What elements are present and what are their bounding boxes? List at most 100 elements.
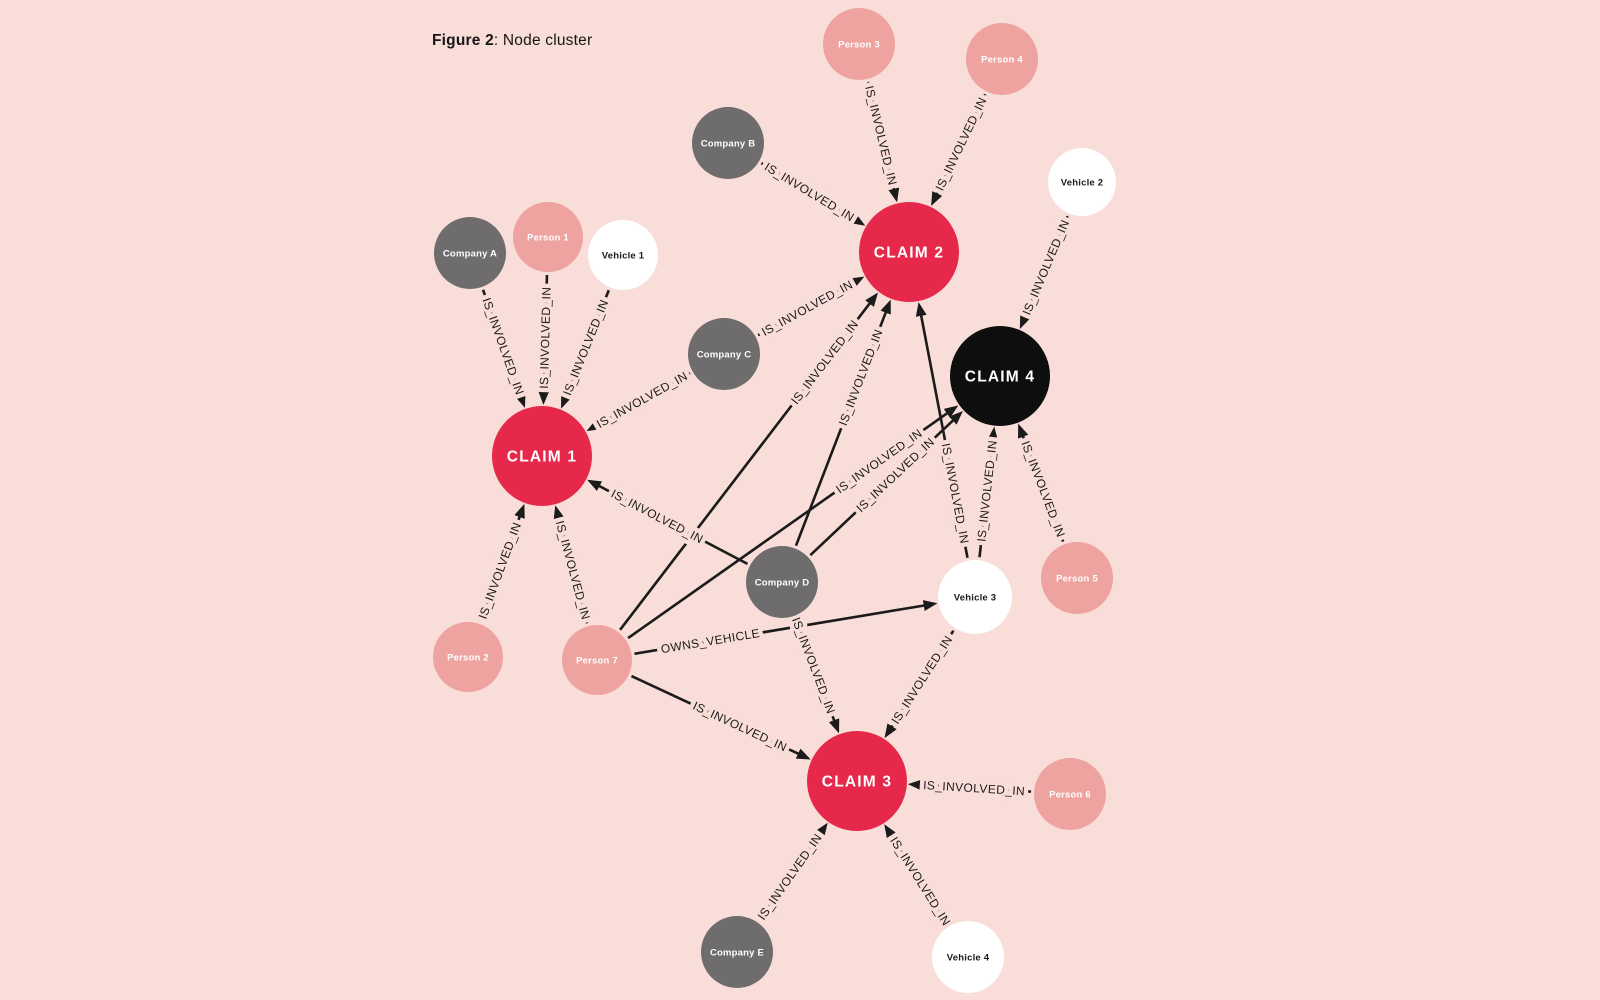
edge-line — [619, 292, 879, 631]
edge-company-d-claim-2 — [794, 299, 891, 547]
company-a-label: Company A — [443, 249, 497, 260]
company-e-label: Company E — [710, 948, 764, 959]
edge-line — [978, 426, 999, 558]
person-1-circle — [513, 202, 583, 272]
node-person-5: Person 5 — [1041, 542, 1113, 614]
edge-line — [1018, 423, 1065, 543]
node-company-c: Company C — [688, 318, 760, 390]
node-person-1: Person 1 — [513, 202, 583, 272]
edge-label-person-4-claim-2: IS_INVOLVED_IN — [933, 95, 990, 193]
node-person-3: Person 3 — [823, 8, 895, 80]
vehicle-4-label: Vehicle 4 — [947, 953, 990, 964]
node-person-2: Person 2 — [433, 622, 503, 692]
edge-company-c-claim-1 — [586, 371, 691, 432]
edge-vehicle-4-claim-3 — [884, 824, 949, 925]
node-person-7: Person 7 — [562, 625, 632, 695]
edge-line — [627, 405, 959, 640]
claim-4-circle — [950, 326, 1050, 426]
figure-label: Figure 2 — [432, 32, 494, 49]
edge-vehicle-3-claim-3 — [884, 629, 955, 739]
company-d-circle — [746, 546, 818, 618]
company-a-circle — [434, 217, 506, 289]
edge-line — [794, 618, 840, 734]
edge-line — [538, 274, 550, 406]
edge-line — [760, 162, 866, 226]
edge-line — [630, 674, 811, 760]
edge-vehicle-3-claim-2 — [915, 302, 969, 558]
edge-label-person-3-claim-2: IS_INVOLVED_IN — [862, 84, 899, 187]
figure-caption: : Node cluster — [493, 32, 593, 49]
edge-line — [907, 779, 1032, 793]
edge-label-vehicle-3-claim-4: IS_INVOLVED_IN — [974, 439, 999, 542]
edge-line — [586, 371, 691, 432]
edge-line — [931, 93, 987, 207]
vehicle-4-circle — [932, 921, 1004, 993]
node-company-b: Company B — [692, 107, 764, 179]
vehicle-1-label: Vehicle 1 — [602, 251, 645, 262]
edge-label-company-b-claim-2: IS_INVOLVED_IN — [762, 160, 857, 225]
claim-2-label: CLAIM 2 — [874, 245, 944, 262]
edge-line — [634, 600, 938, 656]
company-c-circle — [688, 318, 760, 390]
node-company-e: Company E — [701, 916, 773, 988]
person-6-circle — [1034, 758, 1106, 830]
person-7-label: Person 7 — [576, 656, 618, 667]
node-company-a: Company A — [434, 217, 506, 289]
edge-label-company-d-claim-1: IS_INVOLVED_IN — [609, 487, 706, 547]
person-2-circle — [433, 622, 503, 692]
edge-vehicle-2-claim-4 — [1019, 215, 1069, 330]
company-c-label: Company C — [697, 350, 752, 361]
company-e-circle — [701, 916, 773, 988]
vehicle-3-circle — [938, 560, 1012, 634]
person-6-label: Person 6 — [1049, 790, 1091, 801]
node-person-4: Person 4 — [966, 23, 1038, 95]
node-company-d: Company D — [746, 546, 818, 618]
vehicle-2-circle — [1048, 148, 1116, 216]
edge-label-person-1-claim-1: IS_INVOLVED_IN — [537, 287, 554, 389]
claim-3-label: CLAIM 3 — [822, 774, 892, 791]
edge-label-person-7-claim-1: IS_INVOLVED_IN — [553, 519, 593, 621]
person-7-circle — [562, 625, 632, 695]
edge-label-vehicle-2-claim-4: IS_INVOLVED_IN — [1020, 218, 1073, 317]
edge-line — [553, 505, 589, 624]
edge-line — [561, 289, 611, 409]
edge-line — [884, 824, 949, 925]
person-4-circle — [966, 23, 1038, 95]
edge-person-7-claim-3 — [630, 674, 811, 760]
node-vehicle-2: Vehicle 2 — [1048, 148, 1116, 216]
edge-line — [481, 289, 526, 408]
edge-line — [884, 629, 955, 739]
edge-line — [809, 411, 963, 557]
node-claim-3: CLAIM 3 — [807, 731, 907, 831]
node-vehicle-4: Vehicle 4 — [932, 921, 1004, 993]
company-b-circle — [692, 107, 764, 179]
edge-person-1-claim-1 — [538, 274, 550, 406]
node-claim-4: CLAIM 4 — [950, 326, 1050, 426]
edge-vehicle-3-claim-4 — [978, 426, 999, 558]
node-vehicle-3: Vehicle 3 — [938, 560, 1012, 634]
claim-4-label: CLAIM 4 — [965, 369, 1035, 386]
vehicle-2-label: Vehicle 2 — [1061, 178, 1103, 189]
edge-layer — [479, 81, 1069, 925]
claim-1-label: CLAIM 1 — [507, 449, 577, 466]
claim-2-circle — [859, 202, 959, 302]
edge-company-e-claim-3 — [758, 822, 828, 921]
edge-line — [915, 302, 969, 558]
edge-company-d-claim-3 — [794, 618, 840, 734]
company-d-label: Company D — [755, 578, 810, 589]
vehicle-1-circle — [588, 220, 658, 290]
person-5-circle — [1041, 542, 1113, 614]
edge-person-6-claim-3 — [907, 779, 1032, 793]
edge-person-7-claim-4 — [627, 405, 959, 640]
edge-person-4-claim-2 — [931, 93, 987, 207]
edge-line — [587, 479, 749, 566]
edge-label-vehicle-4-claim-3: IS_INVOLVED_IN — [887, 834, 953, 928]
edge-line — [479, 503, 525, 622]
claim-3-circle — [807, 731, 907, 831]
node-claim-1: CLAIM 1 — [492, 406, 592, 506]
edge-line — [757, 276, 865, 337]
edge-label-person-7-vehicle-3: OWNS_VEHICLE — [660, 626, 761, 656]
edge-label-company-c-claim-1: IS_INVOLVED_IN — [594, 369, 690, 431]
